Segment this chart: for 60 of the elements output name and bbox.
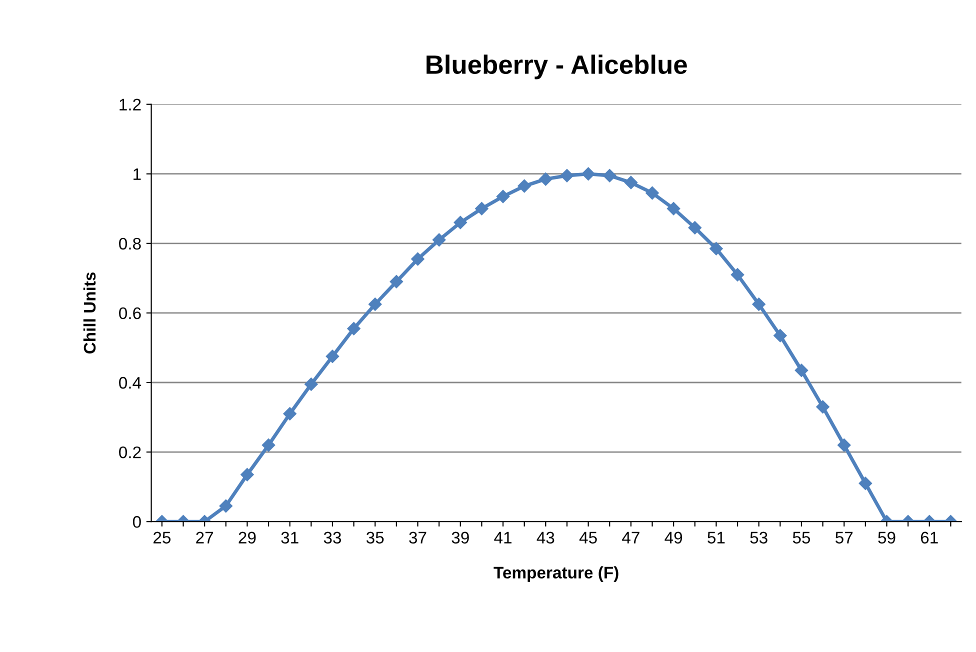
y-tick-label: 0.6 xyxy=(119,307,141,320)
x-tick-label: 55 xyxy=(792,532,810,544)
x-tick-label: 49 xyxy=(664,532,682,544)
x-tick-label: 37 xyxy=(409,532,426,544)
point xyxy=(794,364,808,377)
point xyxy=(219,499,232,513)
x-tick-label: 31 xyxy=(281,532,298,544)
y-axis-title: Chill Units xyxy=(83,272,96,354)
point xyxy=(838,438,851,452)
y-tick-label: 0.8 xyxy=(119,238,141,250)
x-tick-label: 57 xyxy=(836,532,853,544)
point xyxy=(326,350,340,364)
point xyxy=(347,322,360,336)
point xyxy=(752,298,766,311)
point xyxy=(710,242,723,256)
point xyxy=(858,476,872,490)
x-tick-label: 45 xyxy=(579,532,597,544)
point xyxy=(666,202,680,216)
point xyxy=(304,378,318,391)
point xyxy=(730,268,744,282)
point xyxy=(603,169,616,182)
point xyxy=(475,202,488,216)
point xyxy=(582,167,595,180)
point xyxy=(774,328,787,342)
y-tick-label: 0.2 xyxy=(119,446,141,458)
point xyxy=(688,221,702,234)
y-tick-label: 1 xyxy=(134,168,141,180)
x-tick-label: 27 xyxy=(196,532,214,544)
x-tick-label: 33 xyxy=(324,532,342,544)
point xyxy=(518,179,531,193)
x-tick-label: 41 xyxy=(494,532,512,544)
y-tick-label: 1.2 xyxy=(120,98,141,110)
x-tick-label: 43 xyxy=(536,532,554,544)
point xyxy=(262,438,276,452)
y-tick-label: 0.4 xyxy=(119,376,142,389)
point xyxy=(646,186,659,200)
point xyxy=(390,275,404,288)
point xyxy=(454,216,467,230)
point xyxy=(283,407,296,420)
point xyxy=(560,169,574,182)
x-tick-label: 29 xyxy=(238,532,256,544)
y-tick-label: 0 xyxy=(132,516,141,528)
x-tick-label: 59 xyxy=(878,532,896,544)
x-tick-label: 47 xyxy=(622,532,640,544)
x-tick-label: 53 xyxy=(750,532,768,544)
x-tick-label: 51 xyxy=(708,532,725,544)
x-tick-label: 35 xyxy=(366,532,384,544)
x-tick-label: 39 xyxy=(452,532,469,544)
x-tick-label: 61 xyxy=(920,532,938,544)
point xyxy=(240,468,254,482)
point xyxy=(368,298,382,311)
point xyxy=(539,172,552,186)
point xyxy=(496,190,510,204)
point xyxy=(816,400,830,414)
x-tick-label: 25 xyxy=(154,532,171,544)
point xyxy=(624,176,638,190)
x-axis-title: Temperature (F) xyxy=(494,566,618,582)
point xyxy=(432,233,446,247)
chart-title: Blueberry - Aliceblue xyxy=(426,54,687,80)
point xyxy=(411,252,424,266)
